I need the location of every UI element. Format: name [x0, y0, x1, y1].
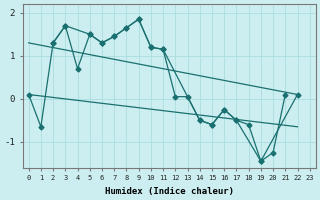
X-axis label: Humidex (Indice chaleur): Humidex (Indice chaleur) — [105, 187, 234, 196]
